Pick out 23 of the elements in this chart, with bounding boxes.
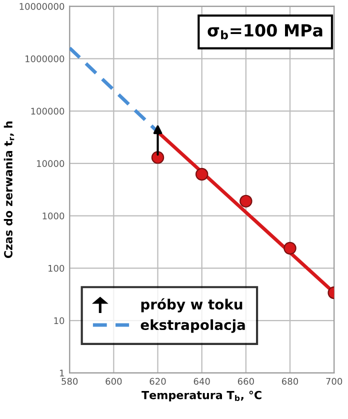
y-tick-label: 10000: [37, 160, 64, 167]
y-tick-label: 1000: [42, 212, 64, 220]
annotation: próby w toku: [141, 298, 242, 312]
x-tick-label: 600: [106, 378, 122, 385]
x-tick-label: 580: [62, 378, 78, 385]
y-tick-label: 1: [60, 370, 64, 376]
y-tick-label: 1000000: [26, 55, 64, 62]
point: [195, 168, 208, 181]
x-tick-label: 680: [282, 378, 298, 385]
x-tick-label: 660: [238, 378, 254, 385]
y-axis-title: Czas do zerwania t$_{r}$, h: [4, 122, 14, 258]
annotation: σ$_{b}$=100 MPa: [208, 24, 322, 40]
x-tick-label: 700: [326, 378, 342, 385]
legend-label: ekstrapolacja: [140, 319, 245, 333]
y-tick-label: 100000: [31, 108, 64, 115]
x-tick-label: 640: [194, 378, 210, 385]
point: [284, 242, 296, 255]
y-tick-label: 10: [54, 317, 64, 324]
y-tick-label: 10000000: [20, 3, 64, 10]
point: [240, 194, 252, 208]
y-tick-label: 100: [48, 264, 64, 272]
x-axis-title: Temperatura T$_{b}$, °C: [142, 390, 262, 402]
x-tick-label: 620: [150, 378, 166, 385]
